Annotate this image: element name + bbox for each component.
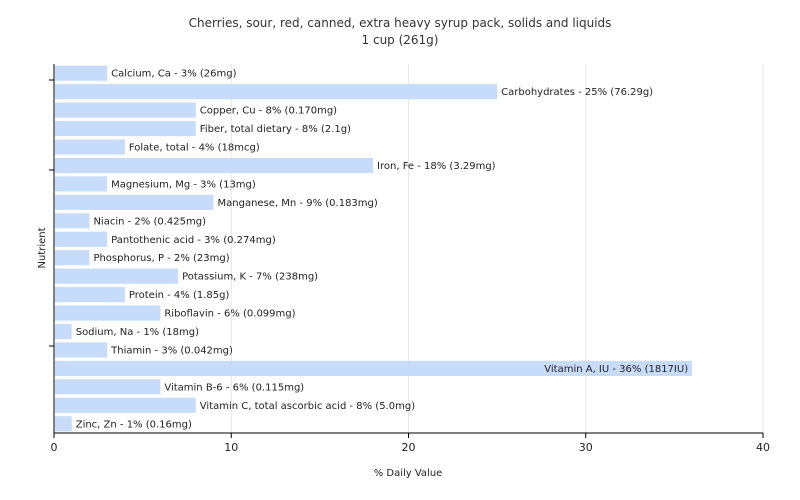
bar: [55, 194, 214, 210]
bar: [55, 250, 90, 266]
gridlines: [230, 64, 764, 433]
bar-label: Potassium, K - 7% (238mg): [182, 272, 318, 283]
bar-label: Phosphorus, P - 2% (23mg): [93, 253, 229, 264]
x-tick-label: 40: [756, 441, 770, 454]
bar: [55, 342, 108, 358]
axes-group: 0 10 20 30 40: [49, 64, 770, 454]
bar-label: Vitamin B-6 - 6% (0.115mg): [164, 382, 304, 393]
bar-label: Zinc, Zn - 1% (0.16mg): [76, 419, 192, 430]
bar: [55, 176, 108, 192]
bar: [55, 268, 179, 284]
bar: [55, 287, 125, 303]
bar: [55, 360, 693, 376]
bar: [55, 416, 72, 432]
bar-label: Iron, Fe - 18% (3.29mg): [377, 161, 496, 172]
bar-label: Copper, Cu - 8% (0.170mg): [200, 106, 337, 117]
bar-label: Manganese, Mn - 9% (0.183mg): [218, 198, 378, 209]
bar: [55, 397, 196, 413]
bar-label: Vitamin A, IU - 36% (1817IU): [544, 364, 688, 375]
bar: [55, 231, 108, 247]
bar: [55, 379, 161, 395]
bar-label: Fiber, total dietary - 8% (2.1g): [200, 124, 351, 135]
bar: [55, 305, 161, 321]
bar: [55, 121, 196, 137]
bar: [55, 139, 125, 155]
bar-label: Folate, total - 4% (18mcg): [129, 143, 260, 154]
bar-label: Calcium, Ca - 3% (26mg): [111, 69, 236, 80]
y-axis-title: Nutrient: [37, 227, 48, 268]
x-tick-label: 0: [51, 441, 58, 454]
bar-label: Sodium, Na - 1% (18mg): [76, 327, 199, 338]
bar-label: Vitamin C, total ascorbic acid - 8% (5.0…: [200, 401, 415, 412]
bar: [55, 323, 72, 340]
chart-title: Cherries, sour, red, canned, extra heavy…: [189, 16, 612, 30]
bar-label: Niacin - 2% (0.425mg): [93, 216, 206, 227]
bar-label: Carbohydrates - 25% (76.29g): [501, 87, 653, 98]
bars-group: Calcium, Ca - 3% (26mg) Carbohydrates - 2…: [55, 65, 693, 432]
bar: [55, 157, 374, 174]
x-tick-label: 20: [402, 441, 416, 454]
bar-label: Thiamin - 3% (0.042mg): [110, 345, 233, 356]
x-tick-label: 30: [579, 441, 593, 454]
x-axis-title: % Daily Value: [374, 468, 443, 479]
bar-label: Pantothenic acid - 3% (0.274mg): [111, 235, 276, 246]
bar-label: Protein - 4% (1.85g): [129, 290, 230, 301]
bar-label: Riboflavin - 6% (0.099mg): [164, 309, 295, 320]
bar-label: Magnesium, Mg - 3% (13mg): [111, 179, 256, 190]
x-tick-label: 10: [224, 441, 238, 454]
bar: [55, 102, 196, 118]
chart-subtitle: 1 cup (261g): [362, 33, 439, 47]
bar: [55, 84, 498, 100]
bar: [55, 65, 108, 81]
bar: [55, 213, 90, 229]
